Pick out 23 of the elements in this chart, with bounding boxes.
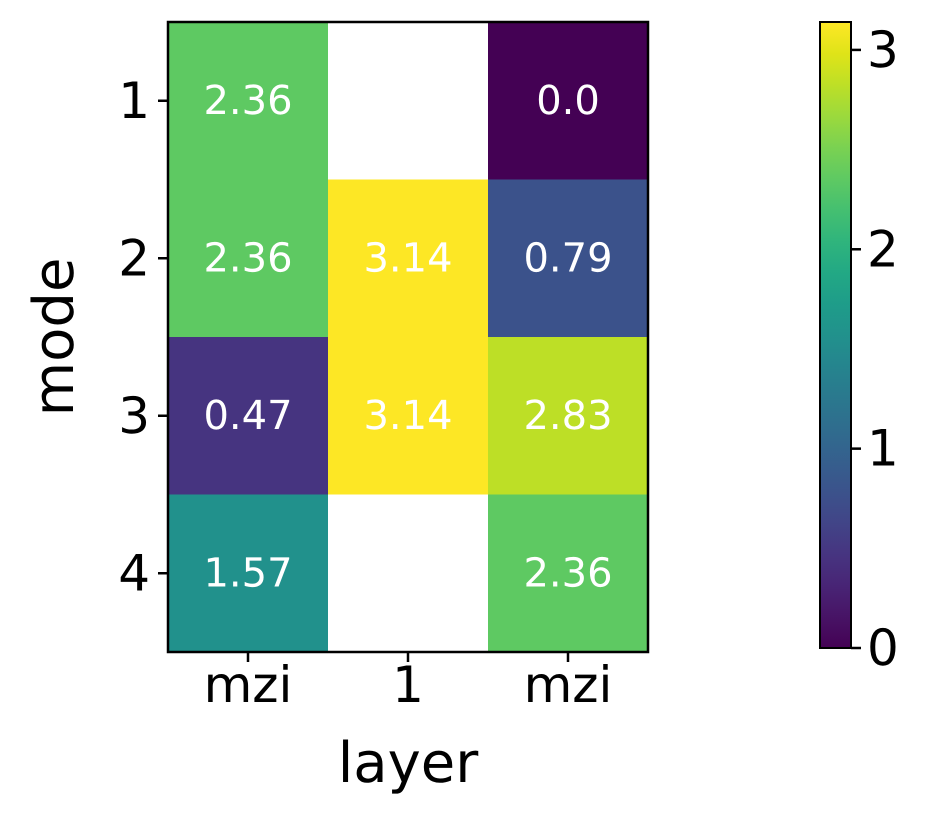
data-label: 0.0 <box>536 78 600 124</box>
y-tick-label: 2 <box>118 229 150 288</box>
y-tick-label: 1 <box>118 72 150 130</box>
x-tick-label: mzi <box>204 656 292 714</box>
x-tick-label: 1 <box>392 656 424 714</box>
data-label: 2.36 <box>203 78 293 124</box>
x-tick-label: mzi <box>524 656 612 714</box>
data-label: 1.57 <box>203 550 293 596</box>
data-label: 0.79 <box>523 235 613 282</box>
color-bar-label: 2 <box>867 220 899 278</box>
y-axis-title: mode <box>22 258 87 416</box>
data-label: 2.83 <box>523 392 613 439</box>
data-label: 3.14 <box>363 392 453 439</box>
x-axis-title: layer <box>338 731 480 796</box>
color-bar-label: 1 <box>867 420 899 478</box>
color-bar-label: 0 <box>867 619 899 677</box>
y-tick-label: 4 <box>118 544 150 602</box>
data-label: 2.36 <box>523 550 613 596</box>
color-bar-label: 3 <box>867 20 899 79</box>
data-label: 0.47 <box>203 392 293 439</box>
data-label: 3.14 <box>363 235 453 282</box>
data-label: 2.36 <box>203 235 293 282</box>
y-tick-label: 3 <box>118 386 150 445</box>
